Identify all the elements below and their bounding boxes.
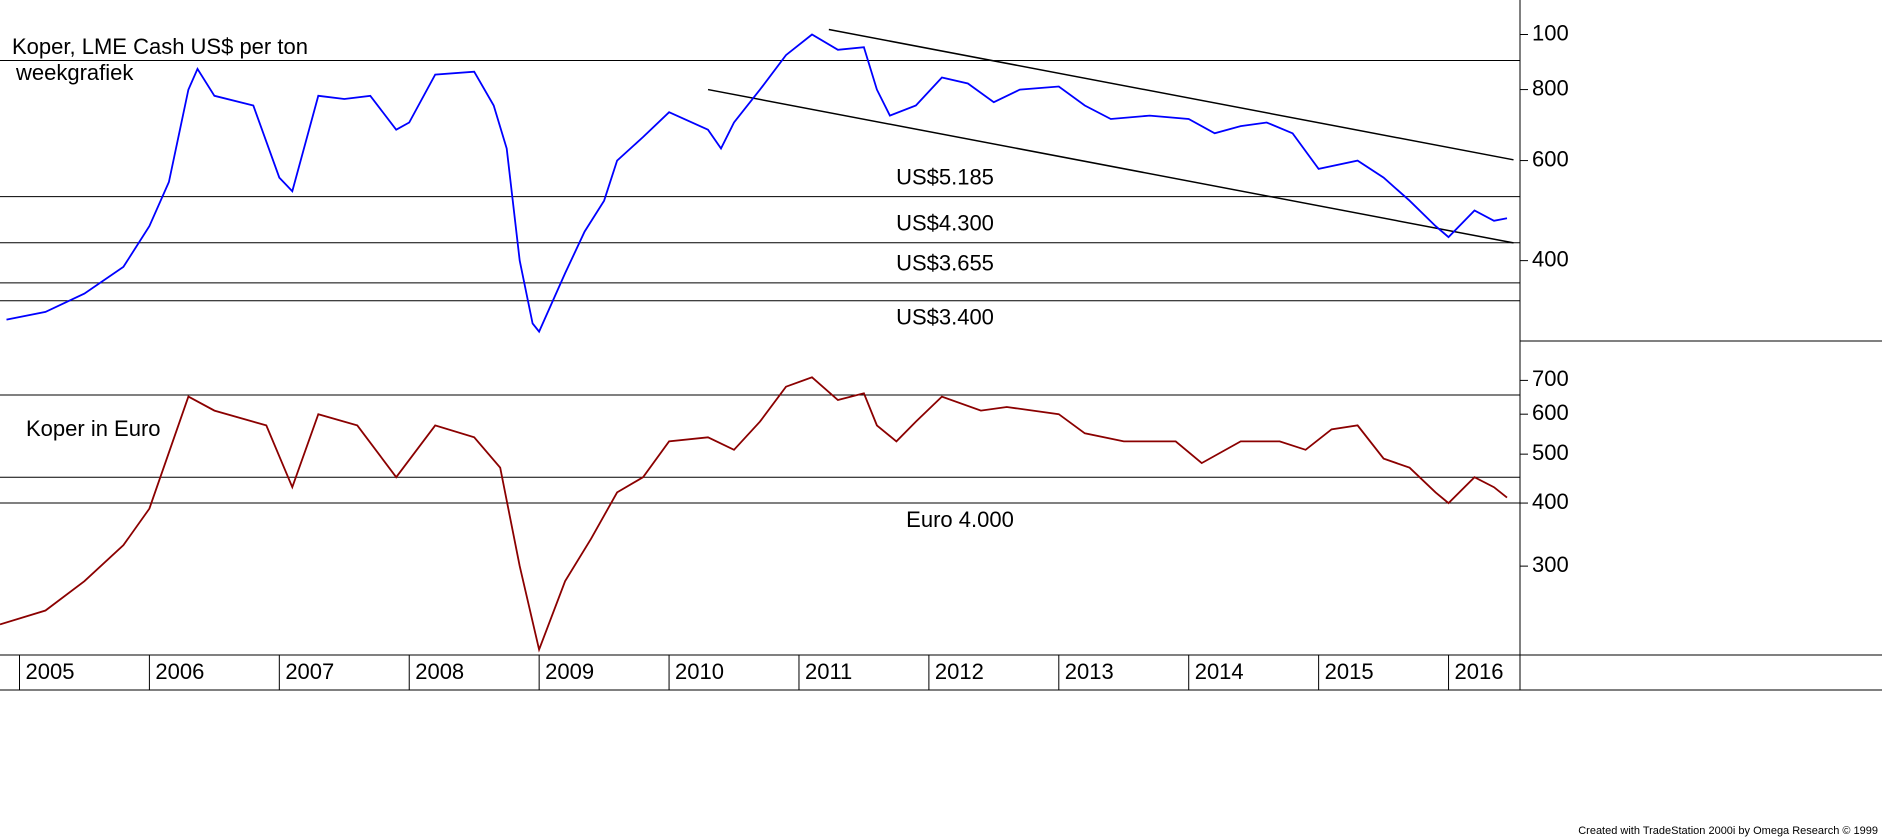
x-tick-label: 2010 bbox=[675, 659, 724, 684]
y-tick-label: 300 bbox=[1532, 552, 1569, 577]
x-tick-label: 2014 bbox=[1195, 659, 1244, 684]
y-tick-label: 400 bbox=[1532, 489, 1569, 514]
x-tick-label: 2015 bbox=[1325, 659, 1374, 684]
x-tick-label: 2005 bbox=[25, 659, 74, 684]
y-tick-label: 100 bbox=[1532, 20, 1569, 45]
trend-line bbox=[707, 88, 1514, 244]
y-tick-label: 400 bbox=[1532, 246, 1569, 271]
y-tick-label: 600 bbox=[1532, 400, 1569, 425]
series-line bbox=[0, 376, 1508, 653]
y-tick-label: 600 bbox=[1532, 146, 1569, 171]
series-line bbox=[6, 33, 1508, 334]
chart-title: Koper, LME Cash US$ per ton bbox=[12, 34, 308, 59]
x-tick-label: 2011 bbox=[805, 659, 852, 684]
x-tick-label: 2009 bbox=[545, 659, 594, 684]
y-tick-label: 700 bbox=[1532, 366, 1569, 391]
x-tick-label: 2012 bbox=[935, 659, 984, 684]
x-tick-label: 2013 bbox=[1065, 659, 1114, 684]
level-label: US$4.300 bbox=[896, 211, 994, 236]
level-label: US$3.400 bbox=[896, 305, 994, 330]
x-tick-label: 2007 bbox=[285, 659, 334, 684]
chart-subtitle: weekgrafiek bbox=[15, 60, 134, 85]
x-tick-label: 2008 bbox=[415, 659, 464, 684]
x-tick-label: 2016 bbox=[1455, 659, 1504, 684]
y-tick-label: 800 bbox=[1532, 75, 1569, 100]
x-tick-label: 2006 bbox=[155, 659, 204, 684]
level-label: US$3.655 bbox=[896, 251, 994, 276]
level-label: US$5.185 bbox=[896, 164, 994, 189]
footer: Created with TradeStation 2000i by Omega… bbox=[1578, 825, 1878, 837]
level-label: Euro 4.000 bbox=[906, 507, 1014, 532]
trend-line bbox=[828, 28, 1514, 161]
y-tick-label: 500 bbox=[1532, 440, 1569, 465]
panel-title: Koper in Euro bbox=[26, 416, 161, 441]
